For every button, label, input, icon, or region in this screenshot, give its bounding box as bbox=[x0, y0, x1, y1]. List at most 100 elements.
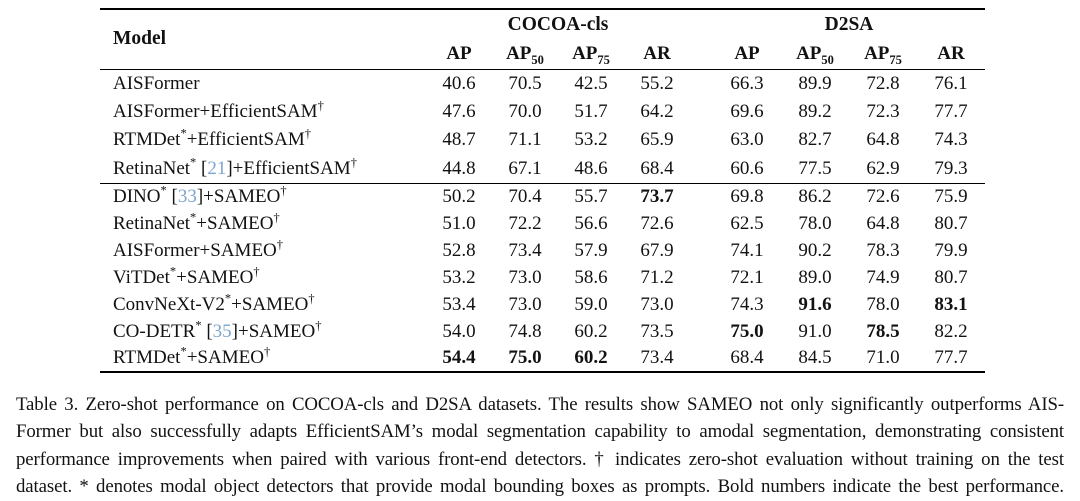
metric-value: 79.9 bbox=[934, 239, 968, 261]
metric-value: 52.8 bbox=[442, 239, 476, 261]
metric-value: 80.7 bbox=[934, 212, 968, 234]
metric-value: 74.9 bbox=[866, 266, 900, 288]
metric-value: 89.9 bbox=[798, 72, 832, 94]
metric-value: 70.5 bbox=[508, 72, 542, 94]
metric-value: 67.9 bbox=[640, 239, 674, 261]
column-header-ar: AR bbox=[937, 42, 965, 64]
metric-value: 71.1 bbox=[508, 129, 542, 151]
model-name: DINO* [33]+SAMEO† bbox=[100, 183, 426, 210]
metric-value: 89.2 bbox=[798, 100, 832, 122]
metric-value: 78.0 bbox=[798, 212, 832, 234]
model-name-text: DINO bbox=[113, 185, 161, 207]
metric-value: 70.0 bbox=[508, 100, 542, 122]
dagger-superscript: † bbox=[317, 98, 324, 113]
model-name-text: [ bbox=[201, 320, 213, 342]
metric-value: 59.0 bbox=[574, 293, 608, 315]
model-name: RetinaNet* [21]+EfficientSAM† bbox=[100, 155, 426, 184]
metric-value: 48.7 bbox=[442, 129, 476, 151]
group-spacer bbox=[690, 9, 713, 69]
metric-value: 48.6 bbox=[574, 157, 608, 179]
asterisk-superscript: * bbox=[190, 210, 197, 225]
model-name-text: AISFormer+EfficientSAM bbox=[113, 100, 318, 122]
metric-value: 53.2 bbox=[442, 266, 476, 288]
metric-value: 71.0 bbox=[866, 347, 900, 368]
metric-value: 77.7 bbox=[934, 100, 968, 122]
table-row: CO-DETR* [35]+SAMEO† 54.0 74.8 60.2 73.5 75.0… bbox=[100, 318, 985, 345]
dagger-superscript: † bbox=[263, 344, 271, 359]
dagger-superscript: † bbox=[304, 126, 311, 141]
asterisk-superscript: * bbox=[169, 264, 177, 279]
metric-value: 72.1 bbox=[730, 266, 764, 288]
model-name-text: RetinaNet bbox=[113, 212, 191, 234]
group-spacer-cell bbox=[690, 69, 713, 98]
group-spacer-cell bbox=[690, 237, 713, 264]
metric-value: 73.4 bbox=[508, 239, 542, 261]
metric-value: 73.4 bbox=[640, 347, 674, 368]
metric-value: 58.6 bbox=[574, 266, 608, 288]
citation-link[interactable]: 21 bbox=[207, 157, 227, 179]
metric-value: 76.1 bbox=[934, 72, 968, 94]
model-name-text: +SAMEO bbox=[176, 266, 254, 288]
metric-value: 60.2 bbox=[574, 320, 608, 342]
model-name-text: [ bbox=[196, 157, 208, 179]
metric-value: 68.4 bbox=[730, 347, 764, 368]
group-header-d2sa: D2SA bbox=[824, 13, 874, 35]
model-name-text: +SAMEO bbox=[186, 347, 264, 368]
group-spacer-cell bbox=[690, 264, 713, 291]
model-name-text: ]+SAMEO bbox=[196, 185, 281, 207]
citation-link[interactable]: 35 bbox=[212, 320, 232, 342]
metric-value: 82.7 bbox=[798, 129, 832, 151]
metric-value: 66.3 bbox=[730, 72, 764, 94]
citation-link[interactable]: 33 bbox=[177, 185, 197, 207]
model-name-text: +EfficientSAM bbox=[186, 129, 305, 151]
asterisk-superscript: * bbox=[190, 155, 197, 170]
metric-value: 55.2 bbox=[640, 72, 674, 94]
table-header: Model COCOA-cls D2SA AP AP50 AP75 AR AP AP50 A… bbox=[100, 9, 986, 69]
metric-value: 73.5 bbox=[640, 320, 674, 342]
column-header-ap: AP bbox=[734, 42, 760, 64]
metric-value: 72.6 bbox=[866, 185, 900, 207]
model-name-text: AISFormer+SAMEO bbox=[113, 239, 277, 261]
dagger-superscript: † bbox=[253, 264, 260, 279]
model-name-text: AISFormer bbox=[113, 72, 200, 94]
group-spacer-cell bbox=[690, 98, 713, 127]
model-name: ViTDet*+SAMEO† bbox=[100, 264, 426, 291]
metric-value: 60.6 bbox=[730, 157, 764, 179]
dagger-superscript: † bbox=[350, 155, 357, 170]
metric-value: 91.6 bbox=[798, 293, 832, 315]
metric-value: 64.2 bbox=[640, 100, 674, 122]
group-spacer-cell bbox=[690, 291, 713, 318]
asterisk-superscript: * bbox=[180, 344, 187, 359]
metric-value: 50.2 bbox=[442, 185, 476, 207]
metric-value: 75.9 bbox=[934, 185, 968, 207]
metric-value: 53.4 bbox=[442, 293, 476, 315]
metric-value: 60.2 bbox=[574, 347, 608, 368]
metric-value: 56.6 bbox=[574, 212, 608, 234]
metric-value: 69.8 bbox=[730, 185, 764, 207]
metric-value: 64.8 bbox=[866, 212, 900, 234]
metric-value: 74.3 bbox=[934, 129, 968, 151]
metric-value: 51.7 bbox=[574, 100, 608, 122]
metric-value: 80.7 bbox=[934, 266, 968, 288]
metric-header-row: AP AP50 AP75 AR AP AP50 AP75 AR bbox=[100, 39, 985, 69]
metric-value: 72.2 bbox=[508, 212, 542, 234]
group-spacer-cell bbox=[690, 183, 713, 210]
metric-value: 72.8 bbox=[866, 72, 900, 94]
model-name-text: ConvNeXt-V2 bbox=[113, 293, 225, 315]
results-table: Model COCOA-cls D2SA AP AP50 AP75 AR AP AP50 A… bbox=[100, 8, 986, 373]
metric-value: 77.7 bbox=[934, 347, 968, 368]
metric-value: 71.2 bbox=[640, 266, 674, 288]
metric-value: 53.2 bbox=[574, 129, 608, 151]
column-header-ar: AR bbox=[643, 42, 671, 64]
metric-value: 69.6 bbox=[730, 100, 764, 122]
metric-value: 91.0 bbox=[798, 320, 832, 342]
model-name: ConvNeXt-V2*+SAMEO† bbox=[100, 291, 426, 318]
model-name-text: RetinaNet bbox=[113, 157, 191, 179]
asterisk-superscript: * bbox=[224, 291, 232, 306]
model-name-text: +SAMEO bbox=[231, 293, 309, 315]
asterisk-superscript: * bbox=[160, 183, 167, 198]
metric-value: 77.5 bbox=[798, 157, 832, 179]
model-name: RetinaNet*+SAMEO† bbox=[100, 210, 426, 237]
metric-value: 90.2 bbox=[798, 239, 832, 261]
metric-value: 67.1 bbox=[508, 157, 542, 179]
